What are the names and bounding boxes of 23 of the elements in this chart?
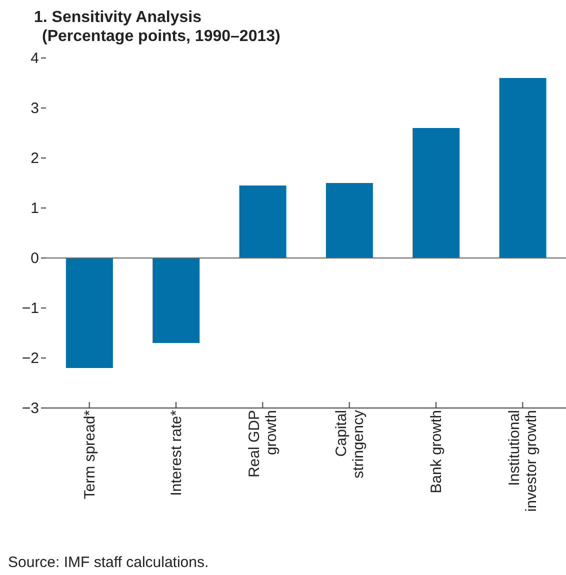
x-tick-label: Bank growth	[428, 410, 445, 494]
x-tick-label: Term spread*	[81, 410, 98, 500]
y-tick-label: 1	[30, 200, 39, 217]
bar	[412, 128, 460, 258]
y-tick-label: −3	[22, 400, 39, 417]
bar	[499, 78, 546, 258]
chart-subtitle: (Percentage points, 1990–2013)	[41, 27, 282, 46]
y-tick-label: 2	[30, 150, 39, 167]
y-tick-label: 3	[30, 100, 39, 117]
bar	[326, 183, 373, 258]
x-tick-label: Interest rate*	[168, 410, 185, 496]
bar	[239, 186, 286, 258]
x-tick-label: Capital stringency	[332, 410, 367, 478]
y-tick-label: −2	[22, 350, 39, 367]
x-tick-label: Real GDP growth	[246, 410, 280, 478]
bar	[66, 258, 113, 368]
y-tick-label: 4	[30, 50, 39, 67]
chart-title: 1. Sensitivity Analysis	[34, 8, 202, 27]
y-tick-label: −1	[22, 300, 39, 317]
x-tick-label: Institutional investor growth	[506, 410, 540, 512]
bar	[152, 258, 200, 343]
source-note: Source: IMF staff calculations.	[8, 554, 210, 571]
y-tick-label: 0	[30, 250, 39, 267]
